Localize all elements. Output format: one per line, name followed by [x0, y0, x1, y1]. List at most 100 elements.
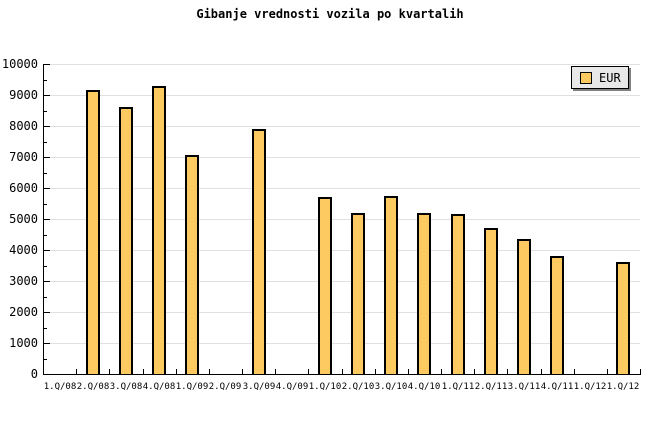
x-tick — [109, 369, 110, 374]
y-tick-label: 0 — [30, 367, 38, 381]
x-tick-label: 3.Q/09 — [242, 382, 276, 392]
bar — [616, 262, 630, 374]
legend: EUR — [571, 66, 629, 89]
y-major-tick — [44, 374, 50, 375]
y-major-tick — [44, 343, 50, 344]
x-tick-label: 2.Q/11 — [474, 382, 508, 392]
x-tick — [441, 369, 442, 374]
y-axis — [43, 64, 44, 375]
y-tick-label: 5000 — [9, 212, 38, 226]
gridline — [43, 281, 640, 282]
y-minor-tick — [44, 142, 47, 143]
x-tick-label: 1.Q/09 — [175, 382, 209, 392]
x-tick — [43, 369, 44, 374]
x-tick-label: 2.Q/09 — [208, 382, 242, 392]
bar — [484, 228, 498, 374]
gridline — [43, 219, 640, 220]
bar — [152, 86, 166, 374]
y-tick-label: 1000 — [9, 336, 38, 350]
x-tick — [640, 369, 641, 374]
x-tick-label: 3.Q/08 — [109, 382, 143, 392]
bar — [517, 239, 531, 374]
bar — [451, 214, 465, 374]
bar — [119, 107, 133, 374]
y-tick-label: 6000 — [9, 181, 38, 195]
legend-eur-swatch — [580, 71, 592, 84]
bar — [550, 256, 564, 374]
x-tick-label: 2.Q/08 — [76, 382, 110, 392]
gridline — [43, 157, 640, 158]
x-tick — [242, 369, 243, 374]
x-tick-label: 1.Q/10 — [308, 382, 342, 392]
x-tick-label: 4.Q/11 — [540, 382, 574, 392]
x-tick — [474, 369, 475, 374]
y-major-tick — [44, 126, 50, 127]
x-tick — [143, 369, 144, 374]
y-tick-label: 3000 — [9, 274, 38, 288]
gridline — [43, 250, 640, 251]
y-tick-label: 9000 — [9, 88, 38, 102]
y-minor-tick — [44, 328, 47, 329]
y-major-tick — [44, 188, 50, 189]
y-minor-tick — [44, 173, 47, 174]
gridline — [43, 312, 640, 313]
gridline — [43, 64, 640, 65]
bar — [185, 155, 199, 374]
x-tick — [76, 369, 77, 374]
x-tick-label: 4.Q/10 — [407, 382, 441, 392]
x-tick-label: 1.Q/12 — [573, 382, 607, 392]
y-tick-label: 8000 — [9, 119, 38, 133]
y-minor-tick — [44, 297, 47, 298]
bar — [86, 90, 100, 374]
y-major-tick — [44, 95, 50, 96]
y-minor-tick — [44, 204, 47, 205]
y-major-tick — [44, 64, 50, 65]
x-tick — [408, 369, 409, 374]
x-tick — [607, 369, 608, 374]
y-tick-label: 2000 — [9, 305, 38, 319]
bar — [384, 196, 398, 374]
chart-title: Gibanje vrednosti vozila po kvartalih — [196, 7, 464, 21]
bar — [318, 197, 332, 374]
y-major-tick — [44, 157, 50, 158]
x-tick-label: 3.Q/11 — [507, 382, 541, 392]
x-tick — [375, 369, 376, 374]
bar — [252, 129, 266, 374]
y-major-tick — [44, 219, 50, 220]
y-major-tick — [44, 312, 50, 313]
x-tick — [209, 369, 210, 374]
gridline — [43, 126, 640, 127]
x-tick-label: 1.Q/12 — [606, 382, 640, 392]
gridline — [43, 95, 640, 96]
x-tick-label: 1.Q/11 — [441, 382, 475, 392]
x-tick — [308, 369, 309, 374]
x-tick — [342, 369, 343, 374]
x-tick — [275, 369, 276, 374]
x-tick — [574, 369, 575, 374]
x-tick-label: 2.Q/10 — [341, 382, 375, 392]
y-minor-tick — [44, 111, 47, 112]
y-major-tick — [44, 250, 50, 251]
x-tick — [176, 369, 177, 374]
x-tick-label: 1.Q/08 — [43, 382, 77, 392]
bar — [351, 213, 365, 374]
gridline — [43, 343, 640, 344]
y-minor-tick — [44, 235, 47, 236]
y-tick-label: 10000 — [1, 57, 38, 71]
y-minor-tick — [44, 359, 47, 360]
x-tick — [507, 369, 508, 374]
x-tick-label: 3.Q/10 — [374, 382, 408, 392]
y-minor-tick — [44, 266, 47, 267]
x-tick-label: 4.Q/09 — [275, 382, 309, 392]
x-tick-label: 4.Q/08 — [142, 382, 176, 392]
gridline — [43, 188, 640, 189]
legend-eur-label: EUR — [599, 70, 621, 85]
y-minor-tick — [44, 80, 47, 81]
bar — [417, 213, 431, 374]
x-axis — [43, 374, 641, 375]
y-major-tick — [44, 281, 50, 282]
y-tick-label: 4000 — [9, 243, 38, 257]
y-tick-label: 7000 — [9, 150, 38, 164]
